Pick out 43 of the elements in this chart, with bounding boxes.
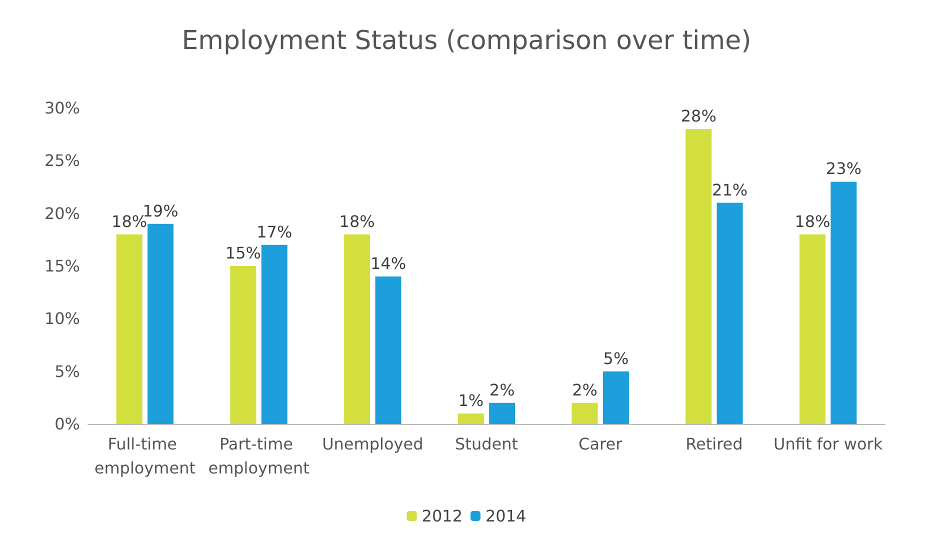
data-label: 2% <box>572 380 598 400</box>
x-tick-label: Full-time employment <box>94 434 196 478</box>
bar <box>261 244 288 424</box>
bar <box>602 371 629 424</box>
data-label: 21% <box>712 180 748 200</box>
data-label: 14% <box>370 254 406 274</box>
bar <box>489 402 516 424</box>
x-tick-label: Retired <box>686 434 743 454</box>
x-tick-label: Unemployed <box>322 434 424 454</box>
data-label: 23% <box>826 159 862 178</box>
data-label: 5% <box>603 348 629 368</box>
data-label: 15% <box>225 244 261 262</box>
legend-label: 2012 <box>422 506 462 526</box>
y-tick-label: 10% <box>44 309 80 328</box>
data-label: 28% <box>680 106 716 126</box>
x-tick-label: Carer <box>578 434 623 454</box>
bar <box>458 413 484 424</box>
data-label: 18% <box>794 212 830 231</box>
bar <box>830 182 857 424</box>
bar <box>344 234 370 424</box>
data-label: 17% <box>256 222 292 242</box>
y-tick-label: 25% <box>44 151 80 170</box>
bar <box>375 276 402 424</box>
bar <box>572 402 598 424</box>
y-tick-label: 30% <box>44 98 80 118</box>
data-label: 2% <box>489 380 515 400</box>
chart-title: Employment Status (comparison over time) <box>182 26 752 56</box>
y-tick-label: 15% <box>44 256 80 276</box>
bar <box>230 266 256 424</box>
bar <box>686 129 712 424</box>
y-tick-label: 20% <box>44 204 80 223</box>
x-tick-label: Part-time employment <box>208 434 310 478</box>
legend-label: 2014 <box>486 506 526 526</box>
bar <box>716 202 743 424</box>
x-tick-label: Student <box>455 434 518 454</box>
x-tick-label: Unfit for work <box>774 434 884 454</box>
y-tick-label: 0% <box>54 414 80 434</box>
y-tick-label: 5% <box>54 362 80 381</box>
bar <box>799 234 826 424</box>
bar <box>148 224 174 424</box>
data-label: 18% <box>339 212 375 231</box>
bar <box>116 234 142 424</box>
data-label: 1% <box>458 390 484 410</box>
